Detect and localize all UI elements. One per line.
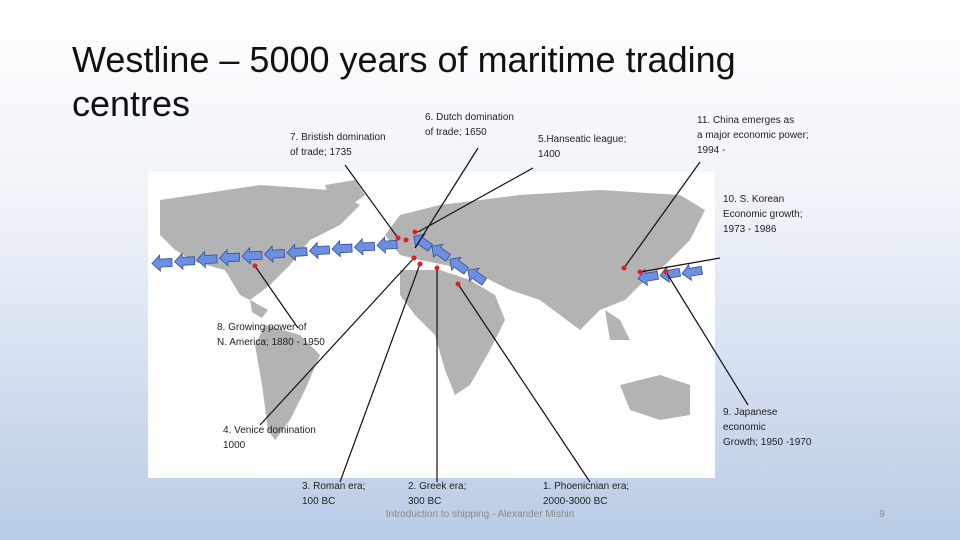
location-dot bbox=[663, 269, 669, 275]
arrow bbox=[681, 263, 704, 282]
arrow bbox=[308, 241, 331, 260]
arrow bbox=[376, 236, 398, 255]
label-line: 2. Greek era; bbox=[408, 481, 466, 492]
label-line: N. America; 1880 - 1950 bbox=[217, 337, 325, 348]
leader-line bbox=[344, 164, 399, 239]
location-dots bbox=[252, 229, 669, 287]
arrow bbox=[467, 267, 488, 286]
arrow bbox=[431, 243, 452, 262]
label-line: a major economic power; bbox=[697, 130, 809, 141]
arrow bbox=[449, 256, 470, 275]
location-dot bbox=[637, 269, 643, 275]
trade-route-arrows bbox=[151, 233, 704, 287]
arrow bbox=[196, 250, 218, 269]
label-line: Growth; 1950 -1970 bbox=[723, 437, 812, 448]
label-line: 300 BC bbox=[408, 496, 441, 507]
label-line: 1994 - bbox=[697, 145, 725, 156]
label-line: 11. China emerges as bbox=[697, 115, 794, 126]
location-dot bbox=[621, 265, 627, 271]
label-line: of trade; 1650 bbox=[425, 127, 487, 138]
label-line: 4. Venice domination bbox=[223, 425, 316, 436]
leader-line bbox=[457, 283, 591, 483]
leader-lines bbox=[254, 147, 749, 483]
world-map bbox=[148, 172, 715, 478]
leader-line bbox=[623, 161, 701, 269]
footer: Introduction to shipping - Alexander Mis… bbox=[386, 509, 574, 520]
arrow bbox=[263, 245, 286, 264]
label-line: Economic growth; bbox=[723, 209, 802, 220]
label-line: 7. Bristish domination bbox=[290, 132, 386, 143]
title-line: centres bbox=[72, 83, 190, 124]
arrow bbox=[173, 252, 196, 271]
annotation-labels: 6. Dutch domination of trade; 1650 7. Bris… bbox=[217, 112, 812, 507]
arrow bbox=[218, 248, 241, 267]
location-dot bbox=[455, 281, 461, 287]
label-line: 1. Phoenicnian era; bbox=[543, 481, 629, 492]
label-line: 3. Roman era; bbox=[302, 481, 365, 492]
arrow bbox=[637, 268, 660, 287]
leader-line bbox=[639, 257, 721, 273]
leader-line bbox=[259, 257, 415, 426]
location-dot bbox=[252, 263, 258, 269]
label-line: 9. Japanese bbox=[723, 407, 778, 418]
page-number: 9 bbox=[879, 509, 885, 520]
location-dot bbox=[395, 235, 401, 241]
label-line: 6. Dutch domination bbox=[425, 112, 514, 123]
label-line: 2000-3000 BC bbox=[543, 496, 608, 507]
label-line: of trade; 1735 bbox=[290, 147, 352, 158]
label-line: economic bbox=[723, 422, 766, 433]
location-dot bbox=[417, 261, 423, 267]
title-line: Westline – 5000 years of maritime tradin… bbox=[72, 39, 736, 80]
label-line: 1400 bbox=[538, 149, 561, 160]
arrow bbox=[241, 246, 263, 265]
leader-line bbox=[254, 265, 299, 329]
arrow bbox=[331, 239, 353, 258]
location-dot bbox=[412, 229, 418, 235]
leader-line bbox=[417, 167, 534, 233]
label-line: 100 BC bbox=[302, 496, 335, 507]
location-dot bbox=[403, 237, 409, 243]
label-line: 10. S. Korean bbox=[723, 194, 784, 205]
leader-line bbox=[665, 271, 749, 406]
label-line: 1973 - 1986 bbox=[723, 224, 777, 235]
leader-line bbox=[339, 263, 421, 483]
label-line: 1000 bbox=[223, 440, 246, 451]
location-dot bbox=[411, 255, 417, 261]
label-line: 5.Hanseatic league; bbox=[538, 134, 626, 145]
arrow bbox=[286, 243, 308, 262]
arrow bbox=[353, 237, 376, 256]
leader-line bbox=[414, 147, 479, 249]
location-dot bbox=[434, 265, 440, 271]
label-line: 8. Growing power of bbox=[217, 322, 307, 333]
arrow bbox=[151, 254, 173, 273]
